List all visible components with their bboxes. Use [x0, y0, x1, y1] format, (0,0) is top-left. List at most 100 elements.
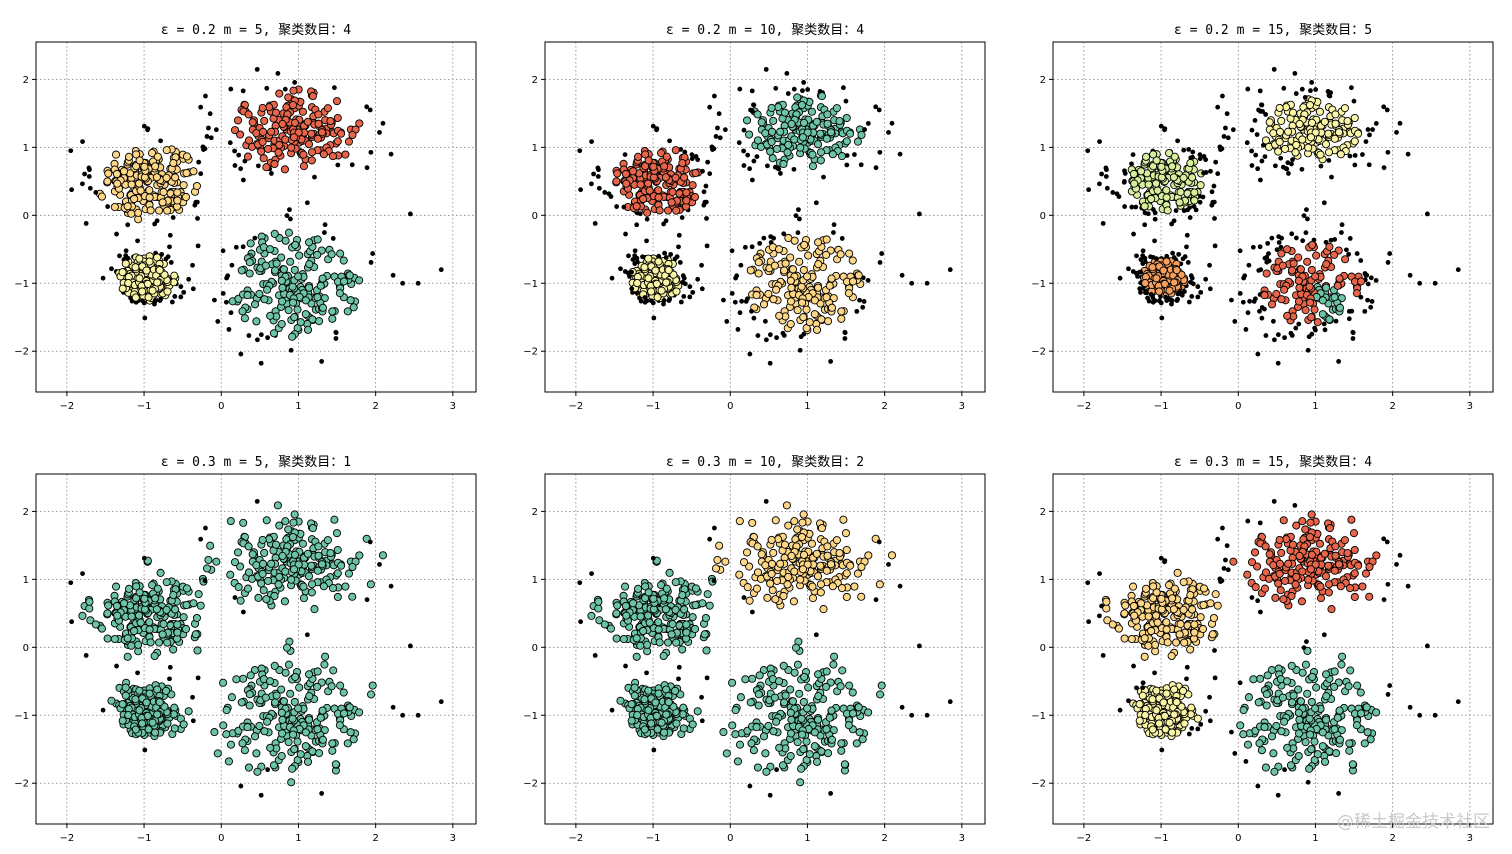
noise-point	[1257, 244, 1263, 250]
cluster-point-teal	[769, 116, 778, 125]
noise-point	[873, 165, 879, 171]
noise-point	[1134, 253, 1139, 259]
noise-point	[764, 337, 769, 343]
noise-point	[713, 134, 719, 139]
cluster-point-teal	[281, 517, 290, 526]
noise-point	[649, 298, 654, 304]
noise-point	[716, 111, 722, 117]
cluster-point-cream	[835, 549, 844, 558]
cluster-point-teal	[321, 652, 330, 661]
cluster-point-yellow	[143, 279, 152, 288]
noise-point	[1152, 216, 1158, 222]
noise-point	[1212, 243, 1218, 249]
cluster-point-teal	[812, 117, 821, 126]
noise-point	[1272, 163, 1278, 169]
cluster-point-teal	[594, 597, 603, 606]
noise-point	[170, 215, 176, 220]
noise-point	[873, 597, 879, 603]
cluster-point-yellow	[653, 293, 662, 302]
noise-point	[899, 704, 905, 710]
cluster-point-teal	[326, 549, 335, 558]
cluster-point-teal	[814, 692, 823, 701]
noise-point	[232, 148, 238, 154]
cluster-point-lightgreen	[1149, 150, 1158, 159]
cluster-point-teal	[279, 697, 288, 706]
noise-point	[254, 66, 260, 72]
cluster-point-cream	[822, 235, 831, 244]
noise-point	[800, 88, 805, 94]
cluster-point-red	[248, 118, 257, 127]
noise-point	[186, 276, 192, 282]
noise-point	[364, 104, 370, 110]
cluster-point-teal	[600, 620, 609, 629]
cluster-point-teal	[290, 265, 299, 275]
cluster-point-teal	[788, 697, 797, 706]
cluster-point-teal	[261, 693, 270, 702]
cluster-point-teal	[301, 728, 310, 737]
cluster-point-teal	[262, 516, 271, 525]
noise-point	[577, 580, 583, 586]
cluster-point-red	[1310, 305, 1319, 314]
cluster-point-cream	[127, 180, 136, 189]
cluster-point-cream	[182, 168, 191, 178]
cluster-point-teal	[770, 693, 779, 702]
noise-point	[721, 297, 726, 303]
cluster-point-teal	[348, 592, 357, 601]
noise-point	[798, 334, 804, 340]
noise-point	[879, 251, 885, 256]
cluster-point-cream	[145, 193, 154, 202]
cluster-point-teal	[265, 677, 275, 686]
y-tick-label: 0	[23, 211, 29, 222]
noise-point	[1275, 360, 1281, 366]
cluster-point-cream	[1186, 645, 1195, 654]
cluster-point-orange	[1172, 266, 1181, 275]
noise-point	[687, 294, 693, 300]
cluster-point-teal	[318, 274, 327, 283]
noise-point	[1174, 298, 1180, 303]
cluster-point-teal	[262, 595, 271, 604]
noise-point	[689, 152, 695, 158]
y-tick-label: 0	[532, 211, 538, 222]
cluster-point-lightgreen	[1130, 179, 1139, 188]
cluster-point-teal	[786, 708, 795, 717]
cluster-point-lightgreen	[1153, 186, 1162, 195]
noise-point	[774, 335, 779, 341]
noise-point	[1208, 168, 1213, 174]
cluster-point-teal	[654, 689, 663, 698]
cluster-point-red	[1322, 260, 1331, 269]
noise-point	[1181, 147, 1187, 153]
cluster-point-cream	[799, 510, 808, 519]
noise-point	[796, 207, 801, 213]
noise-point	[1191, 204, 1197, 209]
cluster-point-teal	[772, 717, 781, 726]
noise-point	[1328, 237, 1334, 243]
cluster-point-red	[275, 89, 284, 98]
cluster-point-red	[326, 117, 335, 126]
noise-point	[82, 171, 88, 177]
cluster-point-teal	[787, 715, 796, 724]
noise-point	[831, 230, 836, 235]
cluster-point-teal	[774, 677, 784, 686]
cluster-point-yellow	[652, 279, 661, 288]
y-tick-label: 0	[23, 643, 29, 654]
cluster-point-teal	[680, 605, 689, 614]
cluster-point-teal	[327, 250, 336, 259]
noise-point	[668, 251, 674, 257]
cluster-point-cream	[857, 592, 866, 601]
cluster-point-orange	[1162, 257, 1171, 266]
cluster-point-teal	[179, 613, 188, 622]
cluster-point-cream	[159, 188, 168, 197]
cluster-point-red	[1356, 277, 1366, 286]
noise-point	[1198, 289, 1204, 295]
noise-point	[178, 294, 184, 300]
cluster-point-teal	[313, 667, 322, 676]
noise-point	[1288, 330, 1294, 336]
cluster-point-red	[233, 116, 243, 125]
cluster-point-red	[691, 168, 700, 178]
cluster-point-teal	[305, 260, 314, 269]
cluster-point-teal	[250, 732, 260, 741]
noise-point	[621, 204, 627, 210]
noise-point	[1300, 238, 1306, 244]
noise-point	[1197, 199, 1203, 205]
cluster-point-yellow	[1307, 118, 1317, 127]
